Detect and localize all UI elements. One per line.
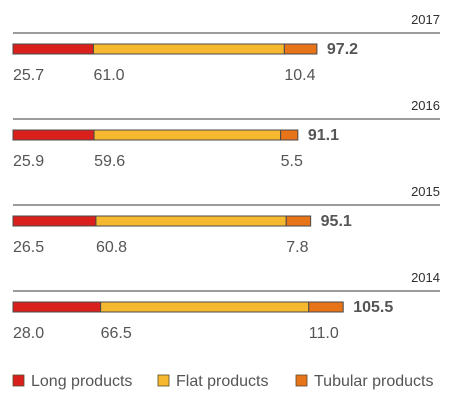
segment-value-label: 7.8	[286, 239, 308, 256]
segment-value-label: 11.0	[309, 325, 339, 342]
bar-segment-tubular-products	[285, 215, 312, 227]
year-label: 2014	[411, 270, 440, 285]
bar-segment-tubular-products	[283, 43, 318, 55]
segment-value-label: 66.5	[101, 325, 132, 342]
total-value-label: 95.1	[321, 213, 352, 230]
total-value-label: 97.2	[327, 41, 358, 58]
bar-segment-tubular-products	[280, 129, 299, 141]
legend-item-flat-products: Flat products	[157, 373, 268, 390]
bar-segment-long-products	[12, 43, 94, 55]
legend-label: Tubular products	[314, 373, 433, 390]
legend-label: Flat products	[176, 373, 268, 390]
bar-row-2016: 2016 25.9 59.6 5.5 91.1	[12, 98, 440, 170]
year-label: 2016	[411, 98, 440, 113]
total-value-label: 105.5	[353, 299, 393, 316]
legend-swatch	[12, 374, 25, 387]
bar-row-2017: 2017 25.7 61.0 10.4 97.2	[12, 12, 440, 84]
bar-segment-long-products	[12, 301, 102, 313]
legend-item-tubular-products: Tubular products	[295, 373, 433, 390]
segment-value-label: 61.0	[93, 67, 124, 84]
bar-segment-tubular-products	[308, 301, 344, 313]
year-label: 2017	[411, 12, 440, 27]
bar-row-2015: 2015 26.5 60.8 7.8 95.1	[12, 184, 440, 256]
year-label: 2015	[411, 184, 440, 199]
legend-item-long-products: Long products	[12, 373, 132, 390]
bar-segment-long-products	[12, 129, 95, 141]
bar-segment-flat-products	[100, 301, 310, 313]
bar-segment-flat-products	[92, 43, 285, 55]
bar-segment-flat-products	[93, 129, 282, 141]
bar-row-2014: 2014 28.0 66.5 11.0 105.5	[12, 270, 440, 342]
segment-value-label: 59.6	[94, 153, 125, 170]
segment-value-label: 10.4	[284, 67, 315, 84]
bar-segment-flat-products	[95, 215, 287, 227]
legend-label: Long products	[31, 373, 132, 390]
legend-swatch	[157, 374, 170, 387]
total-value-label: 91.1	[308, 127, 339, 144]
chart-legend: Long products Flat products Tubular produc…	[12, 373, 433, 390]
segment-value-label: 28.0	[13, 325, 44, 342]
legend-swatch	[295, 374, 308, 387]
segment-value-label: 26.5	[13, 239, 44, 256]
segment-value-label: 60.8	[96, 239, 127, 256]
segment-value-label: 25.7	[13, 67, 44, 84]
segment-value-label: 25.9	[13, 153, 44, 170]
bar-segment-long-products	[12, 215, 97, 227]
segment-value-label: 5.5	[281, 153, 303, 170]
